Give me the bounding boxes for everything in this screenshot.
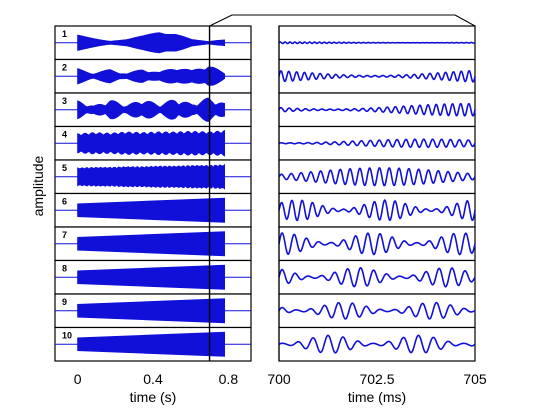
left-x-tick-label: 0.8: [219, 371, 239, 387]
left-x-tick-label: 0.4: [143, 371, 163, 387]
right-x-tick-label: 700: [267, 371, 291, 387]
right-zoomed-waveform: [278, 102, 476, 117]
right-x-axis-label: time (ms): [348, 389, 406, 405]
right-x-tick-label: 702.5: [359, 371, 394, 387]
left-waveform-envelope: [77, 97, 226, 122]
right-zoomed-waveform: [278, 266, 476, 288]
y-axis-label: amplitude: [30, 155, 46, 216]
left-waveform-envelope: [77, 264, 226, 290]
left-waveform-envelope: [77, 231, 226, 257]
row-number-label: 3: [62, 96, 67, 106]
row-number-label: 10: [62, 331, 72, 341]
right-zoomed-waveform: [278, 199, 476, 222]
left-waveform-envelope: [77, 32, 226, 54]
connector-end: [454, 14, 476, 27]
right-x-tick-label: 705: [463, 371, 487, 387]
right-zoomed-waveform: [278, 301, 476, 320]
right-waveform-panel: [278, 25, 476, 362]
right-zoomed-waveform: [278, 167, 476, 187]
left-x-axis-label: time (s): [130, 389, 177, 405]
row-number-label: 9: [62, 297, 67, 307]
right-x-ticks: 700 702.5 705: [267, 371, 487, 387]
zoom-connectors: [209, 14, 476, 361]
row-number-label: 5: [62, 163, 67, 173]
left-waveform-envelope: [77, 331, 226, 357]
row-number-label: 2: [62, 63, 67, 73]
left-waveform-panel: 1 2 3 4 5 6 7 8 9 10: [54, 25, 252, 362]
row-number-label: 6: [62, 197, 67, 207]
left-waveform-envelope: [77, 197, 226, 223]
left-x-ticks: 0 0.4 0.8: [74, 371, 239, 387]
row-number-label: 4: [62, 130, 67, 140]
right-zoomed-waveform: [278, 334, 476, 354]
right-zoomed-waveform: [278, 41, 476, 45]
left-waveform-envelope: [77, 298, 226, 324]
right-zoomed-waveform: [278, 138, 476, 149]
right-zoomed-waveform: [278, 232, 476, 256]
row-number-label: 7: [62, 230, 67, 240]
left-waveform-envelope: [77, 163, 226, 190]
row-number-label: 1: [62, 29, 67, 39]
left-x-tick-label: 0: [74, 371, 82, 387]
row-number-label: 8: [62, 264, 67, 274]
connector-start: [209, 14, 233, 27]
right-zoomed-waveform: [278, 69, 476, 83]
left-waveform-envelope: [77, 66, 226, 86]
left-waveform-envelope: [77, 129, 226, 157]
